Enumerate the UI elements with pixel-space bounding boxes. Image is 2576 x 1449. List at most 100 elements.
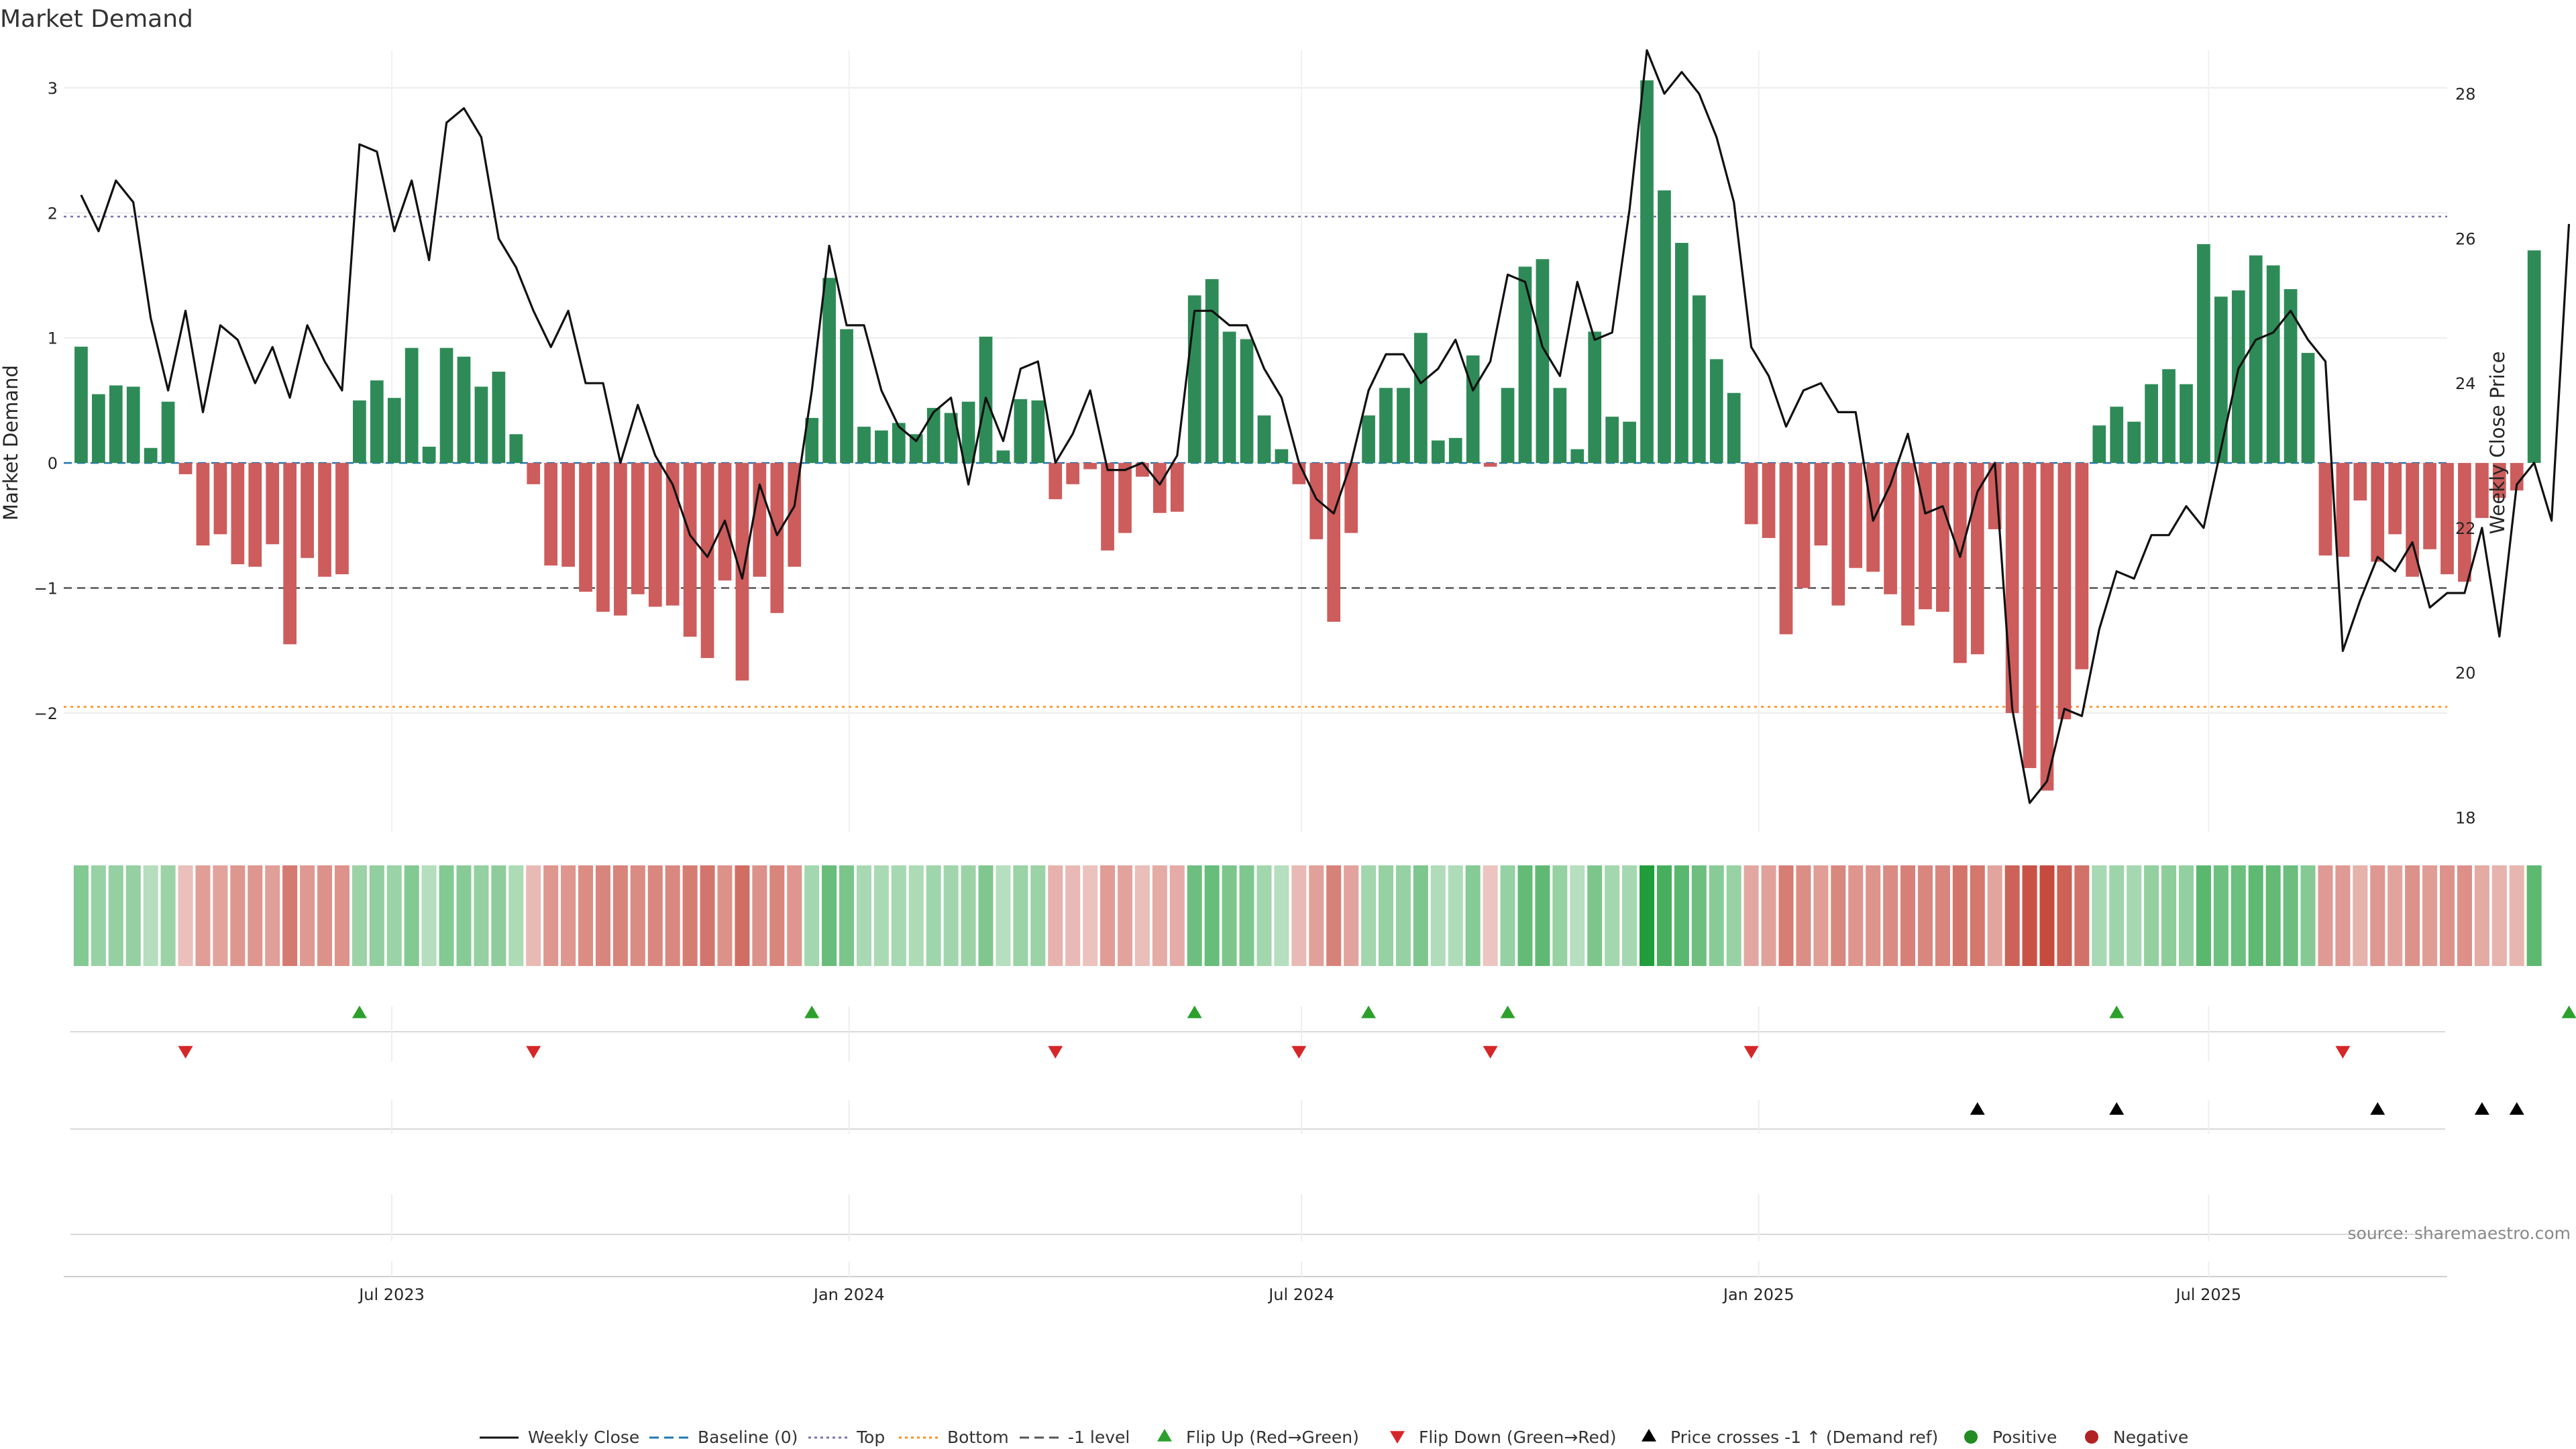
demand-bar <box>735 463 749 681</box>
flip-up-marker <box>2561 1006 2576 1018</box>
heat-cell <box>2004 865 2020 966</box>
heat-cell <box>1935 865 1950 966</box>
demand-bar <box>1605 417 1619 464</box>
heat-cell <box>2439 865 2455 966</box>
demand-bar <box>2127 421 2141 464</box>
demand-bar <box>1831 463 1845 606</box>
heat-cell <box>1204 865 1220 966</box>
left-axis-ticks: 3 2 1 0 −1 −2 <box>34 79 58 723</box>
flip-up-marker <box>804 1006 820 1018</box>
demand-bar <box>2197 244 2210 464</box>
heat-cell <box>630 865 645 966</box>
x-tick-label: Jul 2024 <box>1267 1285 1334 1304</box>
demand-bar <box>2075 463 2089 669</box>
heat-cell <box>2387 865 2403 966</box>
demand-bar <box>2318 463 2332 556</box>
demand-bar <box>926 408 941 464</box>
flip-up-marker <box>1500 1006 1515 1018</box>
heat-cell <box>317 865 333 966</box>
heat-cell <box>2318 865 2333 966</box>
heat-cell <box>1291 865 1307 966</box>
heat-cell <box>1674 865 1689 966</box>
demand-bar <box>1936 463 1949 612</box>
heat-cell <box>1326 865 1342 966</box>
legend-item: Flip Down (Green→Red) <box>1390 1428 1617 1447</box>
legend-marker <box>1642 1429 1656 1442</box>
flip-down-marker <box>2335 1046 2351 1059</box>
heat-cell <box>1395 865 1411 966</box>
heat-cell <box>352 865 367 966</box>
demand-bar <box>561 463 575 567</box>
demand-bar <box>370 380 384 464</box>
demand-bar <box>1397 388 1410 464</box>
heat-cell <box>961 865 976 966</box>
heat-cell <box>282 865 298 966</box>
left-tick-label: 2 <box>48 204 58 223</box>
demand-bar <box>683 463 697 637</box>
heat-cell <box>456 865 472 966</box>
heat-cell <box>1726 865 1741 966</box>
demand-bar <box>2353 463 2367 501</box>
heat-cell <box>1605 865 1620 966</box>
demand-bar <box>1518 266 1532 464</box>
demand-bar <box>92 394 105 464</box>
weekly-close-line <box>80 49 2571 804</box>
heat-cell <box>1970 865 1985 966</box>
heat-cell <box>334 865 350 966</box>
demand-bar <box>2371 463 2385 562</box>
demand-bar <box>196 463 210 546</box>
demand-bar <box>1066 463 1080 484</box>
demand-bar <box>2440 463 2454 575</box>
demand-bar <box>996 450 1010 464</box>
demand-bar <box>301 463 314 558</box>
heat-cell <box>386 865 402 966</box>
heat-cell <box>265 865 280 966</box>
heat-cell <box>213 865 228 966</box>
heat-cell <box>1013 865 1028 966</box>
demand-bar <box>1309 463 1324 539</box>
demand-bar <box>2057 463 2072 720</box>
heat-cell <box>1169 865 1185 966</box>
demand-bar <box>1275 449 1289 464</box>
heat-cell <box>787 865 802 966</box>
heat-cell <box>125 865 141 966</box>
demand-bar <box>1953 463 1967 663</box>
price-cross-marker <box>1970 1102 1985 1115</box>
legend-item: Flip Up (Red→Green) <box>1157 1428 1359 1447</box>
demand-bar <box>1658 190 1671 464</box>
heat-cell <box>2178 865 2194 966</box>
demand-bar <box>2110 407 2124 464</box>
flip-down-marker <box>526 1046 541 1059</box>
demand-bar <box>1762 463 1776 538</box>
heat-cell <box>1309 865 1324 966</box>
demand-bar <box>1466 355 1480 464</box>
flip-down-marker <box>178 1046 193 1059</box>
heat-cell <box>2074 865 2090 966</box>
heat-cell <box>300 865 315 966</box>
demand-bar <box>266 463 280 545</box>
demand-bar <box>2388 463 2402 535</box>
heat-cell <box>1465 865 1481 966</box>
demand-bar <box>387 398 401 464</box>
heat-cell <box>2457 865 2472 966</box>
heat-cell <box>1535 865 1550 966</box>
reference-lines <box>64 215 2447 708</box>
demand-bar <box>909 434 923 464</box>
demand-bar <box>178 463 193 474</box>
left-tick-label: 0 <box>48 454 58 473</box>
heat-cell <box>2213 865 2229 966</box>
heat-cell <box>2300 865 2316 966</box>
demand-bar <box>1919 463 1932 610</box>
heat-cell <box>996 865 1011 966</box>
demand-bar <box>1031 400 1045 464</box>
legend-label: Price crosses -1 ↑ (Demand ref) <box>1670 1428 1938 1447</box>
demand-bar <box>2266 265 2280 464</box>
heat-cell <box>369 865 384 966</box>
heat-cell <box>91 865 106 966</box>
demand-bar <box>109 385 123 464</box>
heat-cell <box>1778 865 1794 966</box>
heat-cell <box>491 865 506 966</box>
legend-label: Weekly Close <box>528 1428 639 1447</box>
demand-bar <box>1623 421 1636 464</box>
